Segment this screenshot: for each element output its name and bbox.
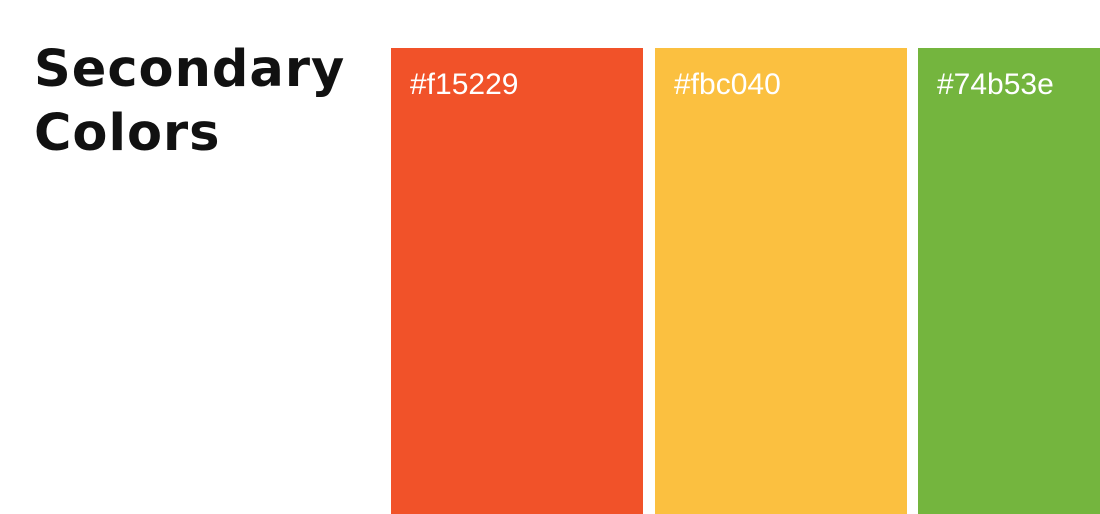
swatch-hex-label: #74b53e bbox=[937, 68, 1054, 101]
swatch-hex-label: #fbc040 bbox=[674, 68, 781, 101]
title-line-1: Secondary bbox=[34, 40, 346, 99]
title-line-2: Colors bbox=[34, 104, 221, 163]
page-title: Secondary Colors bbox=[34, 38, 345, 166]
color-swatch-red: #f15229 bbox=[391, 48, 643, 514]
color-swatch-green: #74b53e bbox=[918, 48, 1100, 514]
swatch-hex-label: #f15229 bbox=[410, 68, 519, 101]
color-swatch-yellow: #fbc040 bbox=[655, 48, 907, 514]
